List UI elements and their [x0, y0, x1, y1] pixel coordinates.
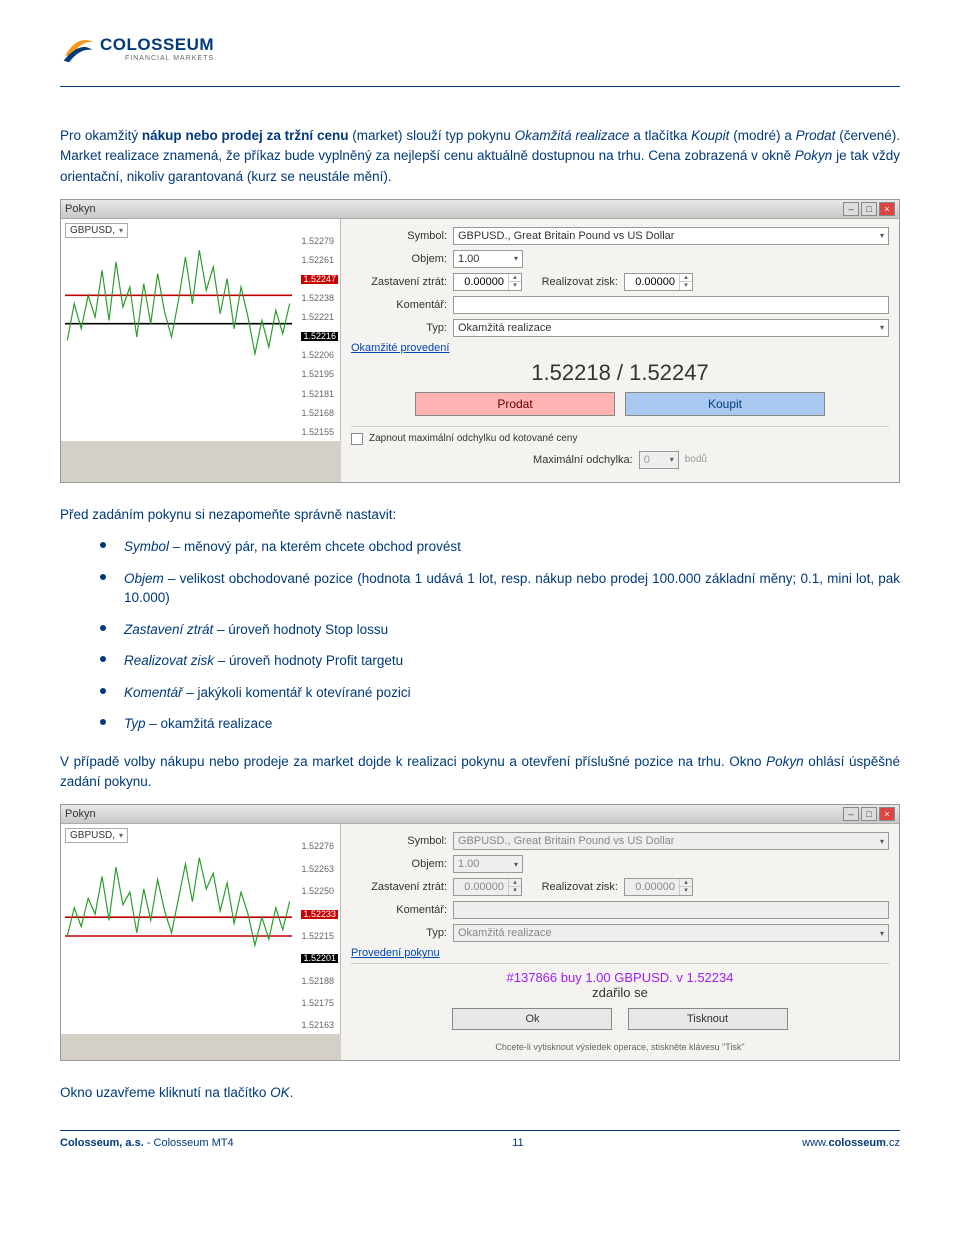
y-axis-label: 1.52221: [301, 313, 338, 322]
exec-section: Okamžité provedení: [351, 342, 889, 354]
buy-button[interactable]: Koupit: [625, 392, 825, 416]
label-comment: Komentář:: [351, 299, 447, 311]
stoploss-input[interactable]: ▴▾: [453, 273, 522, 291]
header-divider: [60, 86, 900, 87]
deviation-unit: bodů: [685, 454, 707, 465]
takeprofit-input: ▴▾: [624, 878, 693, 896]
close-icon[interactable]: ×: [879, 807, 895, 821]
chart-symbol-select[interactable]: GBPUSD,▾: [65, 828, 128, 843]
deviation-select: 0▾: [639, 451, 679, 469]
label-symbol: Symbol:: [351, 835, 447, 847]
deviation-label: Maximální odchylka:: [533, 454, 633, 466]
type-select: Okamžitá realizace▾: [453, 924, 889, 942]
bullet-item: Komentář – jakýkoli komentář k otevírané…: [100, 683, 900, 703]
symbol-select: GBPUSD., Great Britain Pound vs US Dolla…: [453, 832, 889, 850]
y-axis-label: 1.52188: [301, 977, 338, 986]
close-icon[interactable]: ×: [879, 202, 895, 216]
symbol-select[interactable]: GBPUSD., Great Britain Pound vs US Dolla…: [453, 227, 889, 245]
logo-text: COLOSSEUM: [100, 35, 214, 55]
window-title: Pokyn: [65, 203, 96, 215]
y-axis-label: 1.52261: [301, 256, 338, 265]
y-axis-label: 1.52201: [301, 954, 338, 963]
page-footer: Colosseum, a.s. - Colosseum MT4 11 www.c…: [60, 1130, 900, 1149]
exec-section: Provedení pokynu: [351, 947, 889, 959]
y-axis-label: 1.52238: [301, 294, 338, 303]
order-window-2: Pokyn – □ × GBPUSD,▾ 1.52276 1.52263 1.522…: [60, 804, 900, 1061]
takeprofit-input[interactable]: ▴▾: [624, 273, 693, 291]
window-title: Pokyn: [65, 808, 96, 820]
confirm-line-2: zdařilo se: [351, 985, 889, 1000]
chart-symbol-select[interactable]: GBPUSD,▾: [65, 223, 128, 238]
y-axis-label: 1.52195: [301, 370, 338, 379]
chart-panel: GBPUSD,▾ 1.52279 1.52261 1.52247 1.52238 1.5…: [61, 219, 341, 441]
minimize-icon[interactable]: –: [843, 202, 859, 216]
y-axis-label: 1.52181: [301, 390, 338, 399]
sell-button[interactable]: Prodat: [415, 392, 615, 416]
deviation-check-label: Zapnout maximální odchylku od kotované c…: [369, 433, 577, 444]
paragraph-4: Okno uzavřeme kliknutí na tlačítko OK.: [60, 1083, 900, 1103]
print-hint: Chcete-li vytisknout výsledek operace, s…: [351, 1042, 889, 1052]
y-axis-label: 1.52263: [301, 865, 338, 874]
y-axis-label: 1.52168: [301, 409, 338, 418]
order-window-1: Pokyn – □ × GBPUSD,▾ 1.52279 1.52261 1.522…: [60, 199, 900, 483]
page-number: 11: [512, 1137, 523, 1149]
type-select[interactable]: Okamžitá realizace▾: [453, 319, 889, 337]
bullet-item: Realizovat zisk – úroveň hodnoty Profit …: [100, 651, 900, 671]
label-type: Typ:: [351, 927, 447, 939]
y-axis-label: 1.52250: [301, 887, 338, 896]
label-comment: Komentář:: [351, 904, 447, 916]
comment-input: [453, 901, 889, 919]
label-volume: Objem:: [351, 858, 447, 870]
label-tp: Realizovat zisk:: [528, 276, 618, 288]
bullet-item: Symbol – měnový pár, na kterém chcete ob…: [100, 537, 900, 557]
ok-button[interactable]: Ok: [452, 1008, 612, 1030]
stoploss-input: ▴▾: [453, 878, 522, 896]
paragraph-3: V případě volby nákupu nebo prodeje za m…: [60, 752, 900, 793]
bullet-item: Typ – okamžitá realizace: [100, 714, 900, 734]
y-axis-label: 1.52155: [301, 428, 338, 437]
label-volume: Objem:: [351, 253, 447, 265]
confirm-line-1: #137866 buy 1.00 GBPUSD. v 1.52234: [351, 970, 889, 985]
logo-icon: [60, 30, 96, 66]
print-button[interactable]: Tisknout: [628, 1008, 788, 1030]
chart-panel: GBPUSD,▾ 1.52276 1.52263 1.52250 1.52233 1.5…: [61, 824, 341, 1034]
y-axis-label: 1.52206: [301, 351, 338, 360]
minimize-icon[interactable]: –: [843, 807, 859, 821]
maximize-icon[interactable]: □: [861, 202, 877, 216]
volume-select[interactable]: 1.00▾: [453, 250, 523, 268]
page-header: COLOSSEUM FINANCIAL MARKETS: [60, 30, 900, 66]
deviation-checkbox[interactable]: [351, 433, 363, 445]
y-axis-label: 1.52276: [301, 842, 338, 851]
y-axis-label: 1.52175: [301, 999, 338, 1008]
volume-select: 1.00▾: [453, 855, 523, 873]
bullet-item: Zastavení ztrát – úroveň hodnoty Stop lo…: [100, 620, 900, 640]
y-axis-label: 1.52247: [301, 275, 338, 284]
logo-subtext: FINANCIAL MARKETS: [100, 55, 214, 62]
label-sl: Zastavení ztrát:: [351, 276, 447, 288]
label-tp: Realizovat zisk:: [528, 881, 618, 893]
y-axis-label: 1.52163: [301, 1021, 338, 1030]
price-display: 1.52218 / 1.52247: [351, 360, 889, 386]
y-axis-label: 1.52215: [301, 932, 338, 941]
paragraph-2: Před zadáním pokynu si nezapomeňte správ…: [60, 505, 900, 525]
paragraph-1: Pro okamžitý nákup nebo prodej za tržní …: [60, 126, 900, 187]
maximize-icon[interactable]: □: [861, 807, 877, 821]
bullet-item: Objem – velikost obchodované pozice (hod…: [100, 569, 900, 608]
label-type: Typ:: [351, 322, 447, 334]
logo: COLOSSEUM FINANCIAL MARKETS: [60, 30, 900, 66]
y-axis-label: 1.52216: [301, 332, 338, 341]
label-sl: Zastavení ztrát:: [351, 881, 447, 893]
y-axis-label: 1.52233: [301, 910, 338, 919]
y-axis-label: 1.52279: [301, 237, 338, 246]
bullets-list: Symbol – měnový pár, na kterém chcete ob…: [60, 537, 900, 734]
label-symbol: Symbol:: [351, 230, 447, 242]
comment-input[interactable]: [453, 296, 889, 314]
